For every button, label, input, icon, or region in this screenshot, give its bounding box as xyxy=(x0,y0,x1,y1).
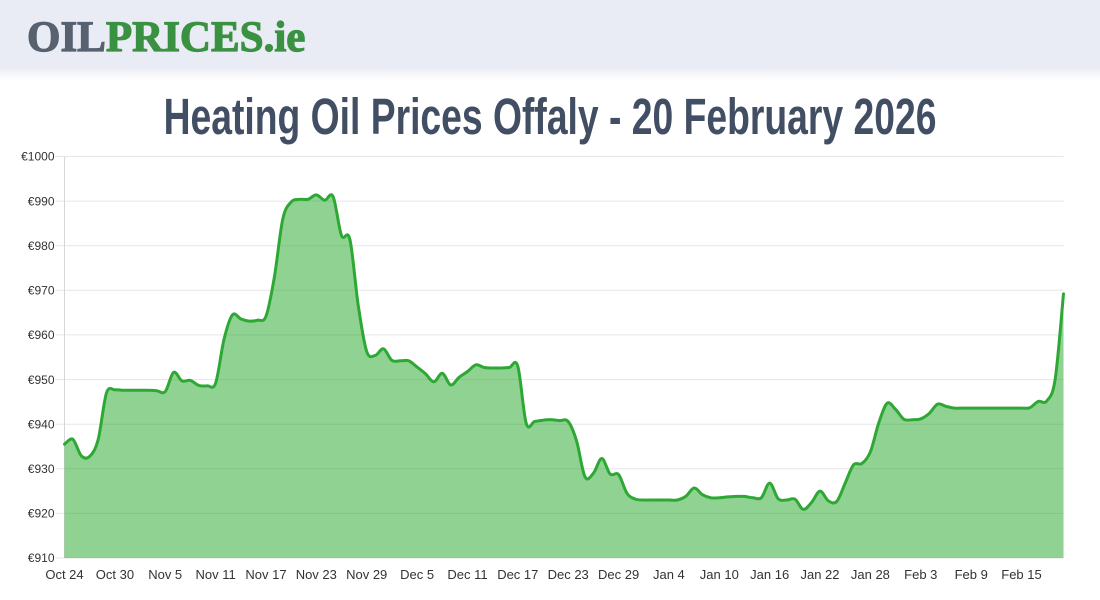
svg-text:Oct 30: Oct 30 xyxy=(96,567,134,582)
svg-text:Dec 11: Dec 11 xyxy=(447,567,487,582)
svg-text:Jan 16: Jan 16 xyxy=(750,567,789,582)
svg-text:Feb 9: Feb 9 xyxy=(955,567,988,582)
svg-text:€930: €930 xyxy=(28,462,55,476)
svg-text:€920: €920 xyxy=(28,507,55,521)
svg-text:€980: €980 xyxy=(28,239,55,253)
svg-text:Jan 28: Jan 28 xyxy=(851,567,890,582)
svg-text:€940: €940 xyxy=(28,417,55,431)
svg-text:Jan 10: Jan 10 xyxy=(700,567,739,582)
svg-text:Dec 23: Dec 23 xyxy=(548,567,589,582)
svg-text:€910: €910 xyxy=(28,551,55,565)
svg-text:Feb 3: Feb 3 xyxy=(904,567,937,582)
svg-text:€1000: €1000 xyxy=(21,150,55,164)
svg-text:Feb 15: Feb 15 xyxy=(1001,567,1041,582)
svg-text:€960: €960 xyxy=(28,328,55,342)
svg-text:Nov 17: Nov 17 xyxy=(245,567,286,582)
svg-text:Nov 23: Nov 23 xyxy=(296,567,337,582)
svg-text:Jan 22: Jan 22 xyxy=(800,567,839,582)
svg-text:€990: €990 xyxy=(28,194,55,208)
svg-text:Jan 4: Jan 4 xyxy=(653,567,685,582)
svg-text:Dec 29: Dec 29 xyxy=(598,567,639,582)
svg-text:€950: €950 xyxy=(28,373,55,387)
svg-text:Nov 5: Nov 5 xyxy=(148,567,182,582)
svg-text:Nov 11: Nov 11 xyxy=(195,567,235,582)
svg-text:Dec 5: Dec 5 xyxy=(400,567,434,582)
svg-text:Dec 17: Dec 17 xyxy=(497,567,538,582)
svg-text:€970: €970 xyxy=(28,284,55,298)
svg-text:Oct 24: Oct 24 xyxy=(45,567,83,582)
svg-text:Nov 29: Nov 29 xyxy=(346,567,387,582)
